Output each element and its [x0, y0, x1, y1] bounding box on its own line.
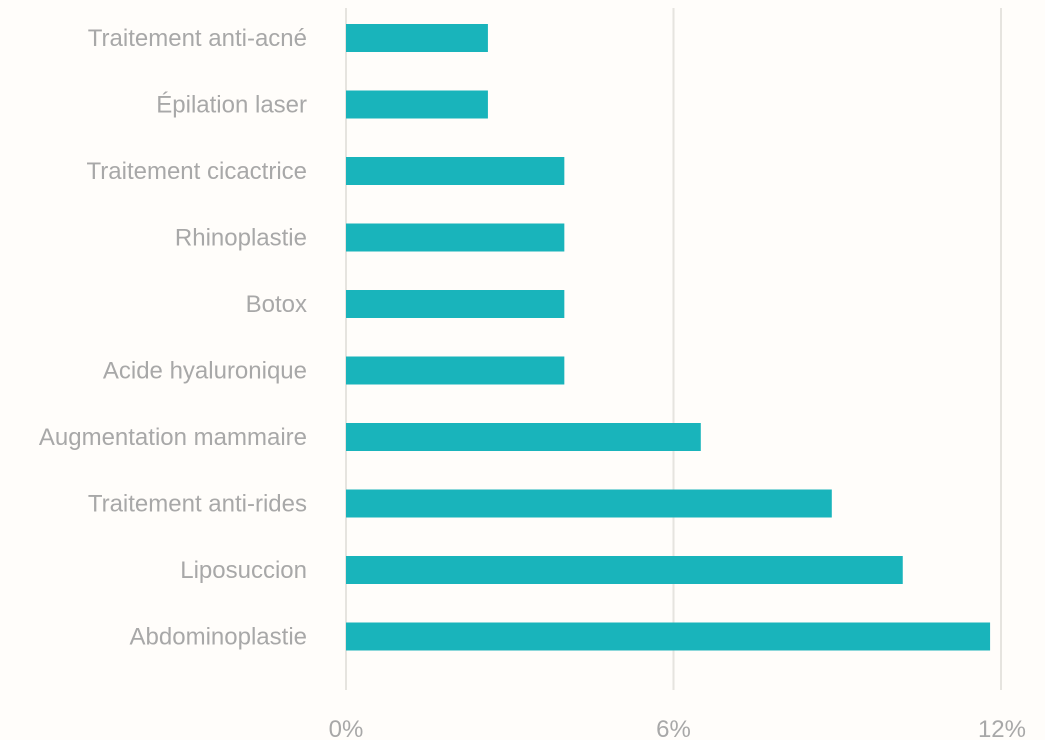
category-label: Botox — [246, 291, 307, 318]
bar — [346, 423, 701, 451]
category-label: Traitement anti-rides — [88, 491, 307, 518]
bar — [346, 356, 565, 385]
x-tick-label: 6% — [656, 716, 691, 740]
x-tick-label: 12% — [978, 716, 1026, 740]
x-axis-ticks: 0% 6% 12% — [329, 716, 1026, 740]
bar — [346, 223, 565, 252]
bar — [346, 290, 565, 318]
category-label: Rhinoplastie — [175, 225, 307, 252]
bar — [346, 24, 488, 52]
category-label: Traitement cicactrice — [87, 158, 308, 185]
bar — [346, 556, 903, 584]
category-label: Abdominoplastie — [130, 624, 307, 651]
bar — [346, 489, 832, 518]
category-label: Liposuccion — [180, 557, 307, 584]
category-label: Acide hyaluronique — [103, 358, 307, 385]
category-label: Épilation laser — [156, 92, 307, 119]
category-label: Augmentation mammaire — [39, 424, 307, 451]
bar — [346, 622, 991, 651]
category-labels: Traitement anti-acné Épilation laser Trait… — [39, 25, 307, 651]
bar — [346, 157, 565, 185]
bar — [346, 90, 488, 119]
x-tick-label: 0% — [329, 716, 364, 740]
category-label: Traitement anti-acné — [88, 25, 307, 52]
bars — [346, 24, 991, 651]
